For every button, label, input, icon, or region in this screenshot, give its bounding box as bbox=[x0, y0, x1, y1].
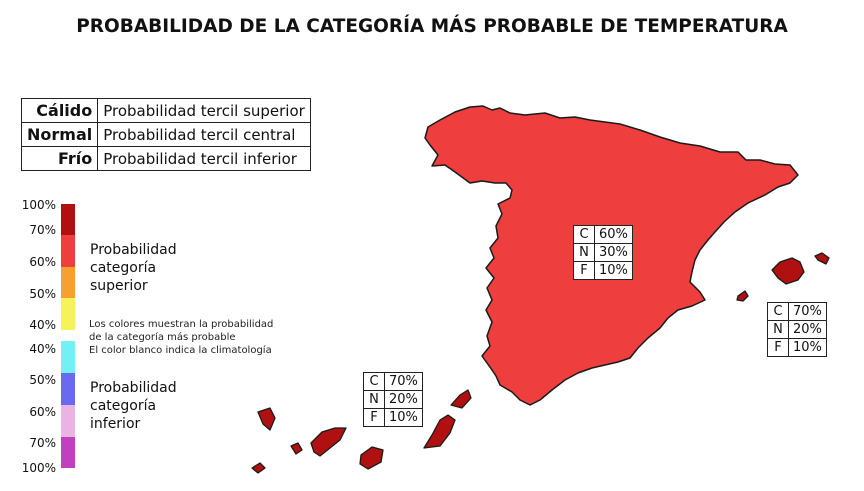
scale-segment-cold-70 bbox=[61, 437, 75, 468]
scale-segment-cold-60 bbox=[61, 405, 75, 437]
probability-row: F 10% bbox=[573, 261, 633, 280]
probability-table-canarias: C 70% N 20% F 10% bbox=[363, 372, 423, 427]
region-canarias bbox=[251, 389, 472, 474]
probability-row: F 10% bbox=[363, 408, 423, 427]
upper-category-label: Probabilidad categoría superior bbox=[90, 242, 177, 294]
probability-row: N 30% bbox=[573, 243, 633, 262]
probability-table-baleares: C 70% N 20% F 10% bbox=[767, 302, 827, 357]
prob-category: C bbox=[363, 372, 385, 391]
probability-row: F 10% bbox=[767, 338, 827, 357]
prob-category: N bbox=[767, 320, 789, 339]
prob-category: F bbox=[767, 338, 789, 357]
probability-row: N 20% bbox=[363, 390, 423, 409]
prob-value: 20% bbox=[788, 320, 827, 339]
prob-category: N bbox=[573, 243, 595, 262]
probability-row: C 60% bbox=[573, 225, 633, 244]
scale-tick: 70% bbox=[29, 436, 56, 450]
prob-value: 70% bbox=[788, 302, 827, 321]
probability-row: N 20% bbox=[767, 320, 827, 339]
legend-description: Probabilidad tercil superior bbox=[97, 98, 311, 123]
scale-segment-cold-40 bbox=[61, 341, 75, 373]
scale-tick: 50% bbox=[29, 373, 56, 387]
scale-tick: 60% bbox=[29, 255, 56, 269]
scale-segment-warm-100 bbox=[61, 204, 75, 235]
scale-tick: 50% bbox=[29, 287, 56, 301]
legend-row-normal: Normal Probabilidad tercil central bbox=[20, 122, 311, 147]
scale-segment-warm-70 bbox=[61, 235, 75, 267]
lower-category-label: Probabilidad categoría inferior bbox=[90, 380, 177, 432]
map-title: PROBABILIDAD DE LA CATEGORÍA MÁS PROBABL… bbox=[76, 16, 788, 37]
prob-category: C bbox=[573, 225, 595, 244]
legend-row-frio: Frío Probabilidad tercil inferior bbox=[20, 146, 311, 171]
probability-row: C 70% bbox=[363, 372, 423, 391]
prob-category: C bbox=[767, 302, 789, 321]
prob-value: 10% bbox=[384, 408, 423, 427]
region-baleares bbox=[736, 252, 830, 302]
prob-category: F bbox=[573, 261, 595, 280]
probability-table-peninsula: C 60% N 30% F 10% bbox=[573, 225, 633, 280]
scale-tick: 100% bbox=[21, 461, 56, 475]
prob-value: 30% bbox=[594, 243, 633, 262]
legend-category: Frío bbox=[20, 146, 99, 171]
prob-value: 60% bbox=[594, 225, 633, 244]
prob-category: N bbox=[363, 390, 385, 409]
legend-category: Normal bbox=[20, 122, 99, 147]
category-legend-table: Cálido Probabilidad tercil superior Norm… bbox=[20, 98, 311, 171]
legend-description: Probabilidad tercil central bbox=[97, 122, 311, 147]
scale-segment-warm-50 bbox=[61, 298, 75, 330]
scale-segment-cold-50 bbox=[61, 373, 75, 405]
legend-description: Probabilidad tercil inferior bbox=[97, 146, 311, 171]
scale-tick: 40% bbox=[29, 342, 56, 356]
scale-note-line: Los colores muestran la probabilidad bbox=[89, 319, 274, 330]
scale-note-line: El color blanco indica la climatología bbox=[89, 345, 272, 356]
prob-category: F bbox=[363, 408, 385, 427]
prob-value: 10% bbox=[594, 261, 633, 280]
prob-value: 70% bbox=[384, 372, 423, 391]
scale-tick: 70% bbox=[29, 223, 56, 237]
probability-row: C 70% bbox=[767, 302, 827, 321]
legend-category: Cálido bbox=[20, 98, 99, 123]
scale-segment-warm-60 bbox=[61, 267, 75, 298]
scale-tick: 100% bbox=[21, 198, 56, 212]
prob-value: 20% bbox=[384, 390, 423, 409]
prob-value: 10% bbox=[788, 338, 827, 357]
scale-tick: 60% bbox=[29, 405, 56, 419]
scale-tick: 40% bbox=[29, 318, 56, 332]
legend-row-calido: Cálido Probabilidad tercil superior bbox=[20, 98, 311, 123]
scale-note-line: de la categoría más probable bbox=[89, 332, 236, 343]
